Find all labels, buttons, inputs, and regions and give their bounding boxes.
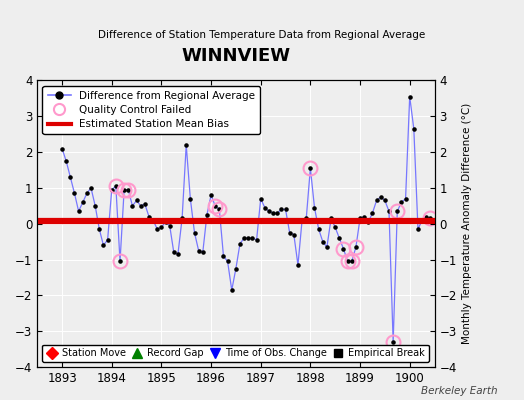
Title: WINNVIEW: WINNVIEW — [181, 47, 290, 65]
Text: Difference of Station Temperature Data from Regional Average: Difference of Station Temperature Data f… — [99, 30, 425, 40]
Legend: Station Move, Record Gap, Time of Obs. Change, Empirical Break: Station Move, Record Gap, Time of Obs. C… — [42, 344, 429, 362]
Y-axis label: Monthly Temperature Anomaly Difference (°C): Monthly Temperature Anomaly Difference (… — [462, 103, 472, 344]
Text: Berkeley Earth: Berkeley Earth — [421, 386, 498, 396]
